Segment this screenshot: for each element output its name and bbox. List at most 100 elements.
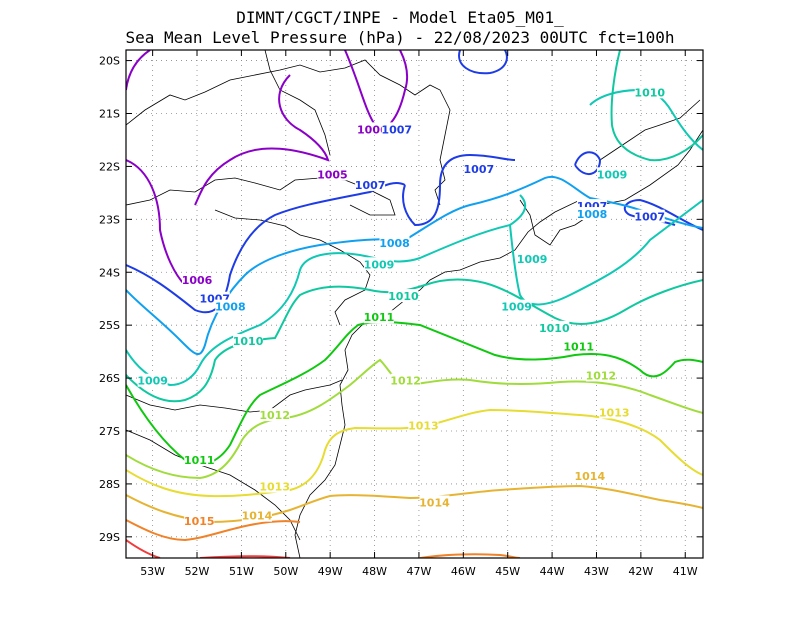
contour-label: 1005 (317, 168, 348, 181)
y-tick-label: 22S (99, 160, 120, 173)
isobar-1008 (126, 175, 703, 355)
contour-label: 1010 (233, 335, 264, 348)
y-tick-label: 26S (99, 372, 120, 385)
x-tick-label: 42W (628, 565, 653, 578)
contour-label-bg (390, 373, 421, 387)
contour-label-bg (517, 252, 548, 266)
contour-label: 1013 (259, 481, 290, 494)
contour-label: 1012 (390, 375, 421, 388)
contour-label: 1009 (501, 301, 532, 314)
contour-label: 1013 (599, 406, 630, 419)
plot-frame (125, 49, 704, 559)
contour-label: 1008 (215, 301, 246, 314)
x-tick-label: 46W (451, 565, 476, 578)
contour-label: 1010 (388, 290, 419, 303)
contour-label-bg (241, 508, 272, 522)
contour-label: 1013 (408, 420, 439, 433)
contour-label-bg (539, 320, 570, 334)
y-tick-label: 23S (99, 213, 120, 226)
contour-label-bg (357, 122, 388, 136)
contour-label-bg (585, 368, 616, 382)
contour-label: 1009 (137, 375, 168, 388)
contour-label: 1011 (563, 340, 594, 353)
contour-labels: 1005100610061007100710071007100710071008… (137, 85, 665, 528)
contour-label: 1012 (586, 369, 617, 382)
contour-label: 1011 (184, 454, 215, 467)
contour-label-bg (233, 334, 264, 348)
contour-label: 1009 (517, 253, 548, 266)
contour-label-bg (574, 468, 605, 482)
contour-label-bg (215, 299, 246, 313)
y-tick-label: 28S (99, 478, 120, 491)
contour-label: 1006 (182, 274, 213, 287)
contour-label-bg (501, 299, 532, 313)
y-tick-label: 29S (99, 531, 120, 544)
contour-label-bg (577, 207, 608, 221)
y-tick-label: 21S (99, 108, 120, 121)
x-tick-label: 44W (540, 565, 565, 578)
contour-label-bg (599, 405, 630, 419)
state-border (126, 429, 301, 541)
y-axis-ticks: 20S 21S 22S 23S 24S 25S 26S 27S 28S 29S (99, 55, 703, 544)
x-tick-label: 43W (584, 565, 609, 578)
contour-label-bg (184, 453, 215, 467)
contour-label-bg (184, 513, 215, 527)
isobar-1006 (126, 50, 409, 286)
contour-label-bg (259, 408, 290, 422)
isobar-1013 (126, 408, 703, 498)
contour-label-bg (363, 310, 394, 324)
contour-label-bg (259, 479, 290, 493)
state-border (126, 59, 451, 206)
isobar-1012 (126, 358, 703, 480)
contour-label: 1014 (575, 470, 606, 483)
isobar-1007 (126, 50, 703, 314)
x-tick-label: 48W (362, 565, 387, 578)
contour-label-bg (634, 209, 665, 223)
chart-subtitle: Sea Mean Level Pressure (hPa) - 22/08/20… (125, 28, 675, 47)
contour-label-bg (597, 167, 628, 181)
contour-label: 1008 (379, 237, 410, 250)
coastline-borders (126, 50, 703, 558)
x-tick-label: 47W (407, 565, 432, 578)
contour-label-bg (355, 177, 386, 191)
contour-label: 1007 (355, 179, 386, 192)
isobar-1016 (126, 539, 291, 558)
contour-label-bg (317, 167, 348, 181)
contour-label: 1012 (259, 409, 290, 422)
state-border (264, 50, 331, 156)
isobar-1005 (126, 50, 330, 206)
state-border (126, 379, 343, 413)
contour-label-bg (463, 162, 494, 176)
contour-label-bg (419, 495, 450, 509)
contour-label: 1010 (634, 86, 665, 99)
x-tick-label: 41W (673, 565, 698, 578)
contour-label-bg (363, 257, 394, 271)
state-border (126, 177, 396, 216)
x-axis-ticks: 53W 52W 51W 50W 49W 48W 47W 46W 45W 44W 43W 42W 41W (140, 50, 698, 578)
x-tick-label: 49W (318, 565, 343, 578)
contour-label-bg (182, 273, 213, 287)
contour-label: 1010 (539, 322, 570, 335)
contour-label-bg (634, 85, 665, 99)
isobar-1010 (126, 50, 703, 403)
contour-label-bg (137, 373, 168, 387)
y-tick-label: 25S (99, 319, 120, 332)
y-tick-label: 27S (99, 425, 120, 438)
contour-label-bg (563, 339, 594, 353)
contour-label: 1015 (184, 515, 215, 528)
isobar-1014 (126, 484, 703, 524)
contour-label: 1008 (577, 208, 608, 221)
contour-label-bg (388, 289, 419, 303)
y-tick-label: 24S (99, 266, 120, 279)
y-tick-label: 20S (99, 55, 120, 68)
contour-label-bg (408, 418, 439, 432)
contour-label: 1007 (381, 123, 412, 136)
state-border (214, 209, 371, 326)
x-tick-label: 52W (185, 565, 210, 578)
chart-title: DIMNT/CGCT/INPE - Model Eta05_M01_ (236, 8, 564, 27)
x-tick-label: 51W (229, 565, 254, 578)
x-tick-label: 50W (273, 565, 298, 578)
isobar-1011 (126, 321, 703, 465)
x-tick-label: 53W (140, 565, 165, 578)
